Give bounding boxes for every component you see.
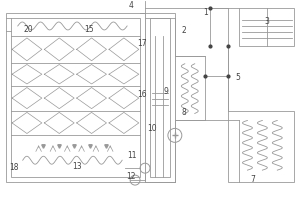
Text: 9: 9 <box>164 87 169 96</box>
Bar <box>175 56 205 120</box>
Bar <box>11 18 140 177</box>
Text: 18: 18 <box>10 163 19 172</box>
Text: 5: 5 <box>236 73 240 82</box>
Text: 3: 3 <box>264 17 269 26</box>
Text: 8: 8 <box>182 108 187 117</box>
Text: 17: 17 <box>137 39 146 48</box>
Text: 4: 4 <box>128 1 133 10</box>
Bar <box>239 8 294 46</box>
Bar <box>6 13 145 182</box>
Text: 13: 13 <box>72 162 82 171</box>
Text: 11: 11 <box>127 151 136 160</box>
Text: 2: 2 <box>182 26 187 35</box>
Text: 1: 1 <box>203 8 208 17</box>
Text: 16: 16 <box>137 90 146 99</box>
Text: 20: 20 <box>24 25 33 34</box>
Bar <box>228 111 294 182</box>
Text: 15: 15 <box>84 25 94 34</box>
Text: 7: 7 <box>250 175 255 184</box>
Text: 10: 10 <box>147 124 157 133</box>
Bar <box>145 13 175 182</box>
Text: 12: 12 <box>126 172 135 181</box>
Bar <box>150 18 170 177</box>
